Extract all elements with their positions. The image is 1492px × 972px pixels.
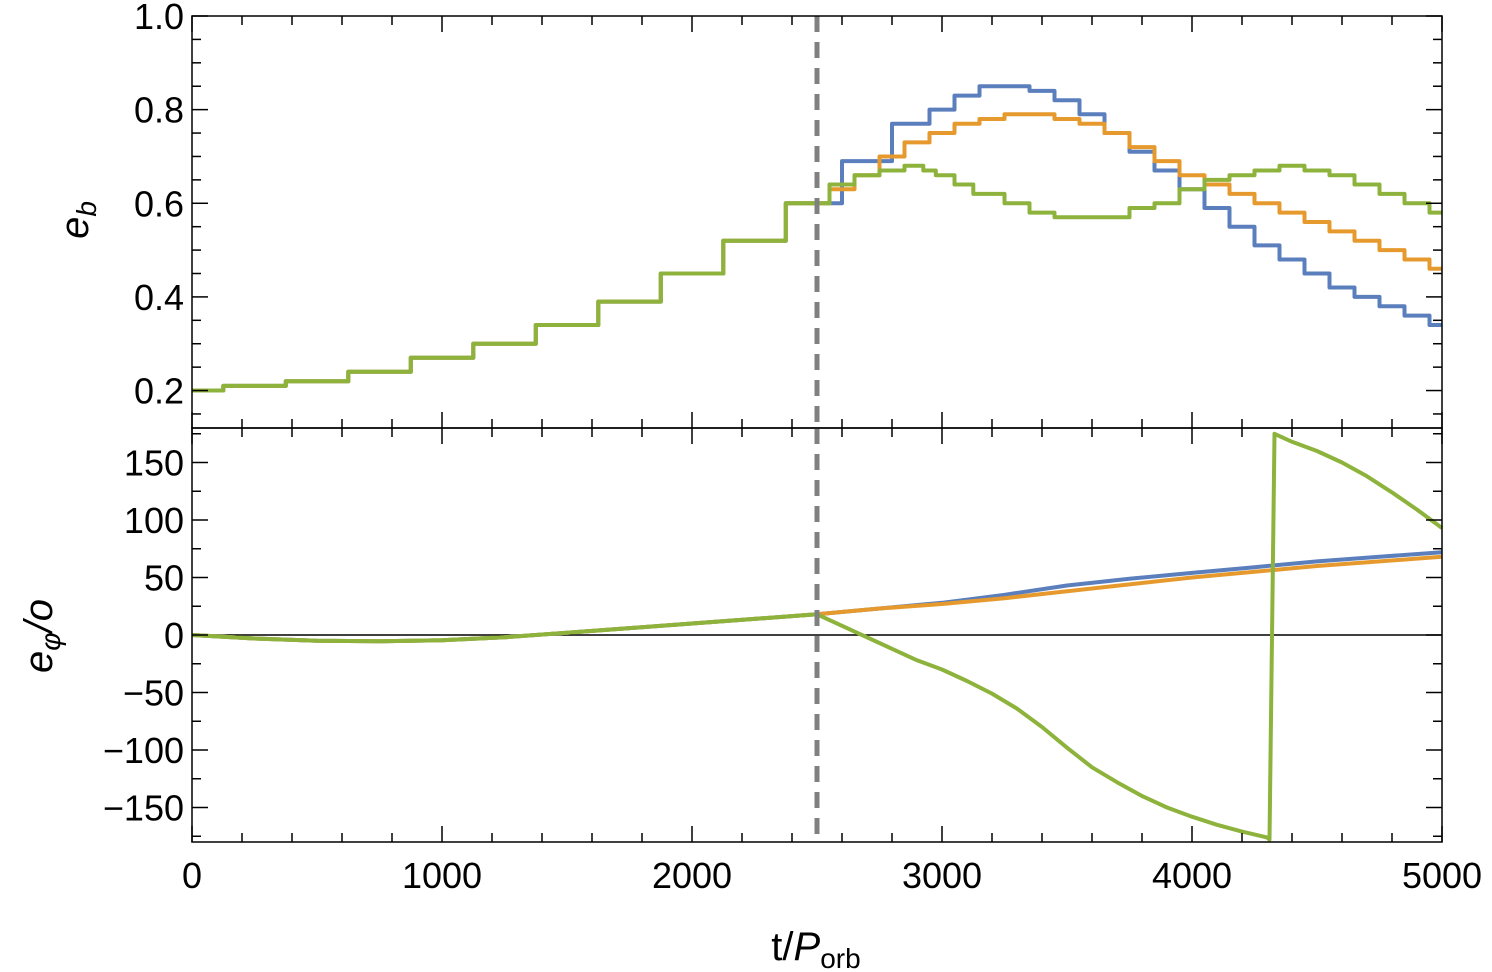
top-y-axis-label: eb xyxy=(53,201,102,239)
top-y-tick-label: 0.2 xyxy=(134,371,184,412)
x-label-main: t/ xyxy=(771,925,794,969)
top-y-label-subscript: b xyxy=(71,201,102,217)
bottom-y-tick-label: 150 xyxy=(124,443,184,484)
x-tick-label: 1000 xyxy=(402,855,482,896)
top-series-group xyxy=(192,84,1442,393)
bottom-y-label-suffix: /o xyxy=(17,599,61,635)
bottom-y-tick-label: 0 xyxy=(164,615,184,656)
bottom-y-tick-label: 50 xyxy=(144,558,184,599)
top-y-tick-labels: 0.2 0.4 0.6 0.8 1.0 xyxy=(134,0,184,412)
bottom-y-tick-label: −100 xyxy=(103,730,184,771)
x-tick-label: 5000 xyxy=(1402,855,1482,896)
bottom-y-tick-label: 100 xyxy=(124,500,184,541)
top-y-tick-label: 0.6 xyxy=(134,183,184,224)
x-label-subscript: orb xyxy=(820,943,860,972)
top-y-tick-label: 1.0 xyxy=(134,0,184,37)
bottom-y-tick-label: −50 xyxy=(123,673,184,714)
bottom-y-tick-label: −150 xyxy=(103,788,184,829)
top-series-line-3 xyxy=(192,163,1442,393)
bottom-y-label-main: e xyxy=(17,651,61,673)
x-label-italic: P xyxy=(794,925,821,969)
top-y-tick-label: 0.8 xyxy=(134,90,184,131)
x-tick-label: 4000 xyxy=(1152,855,1232,896)
top-panel: 0.2 0.4 0.6 0.8 1.0 eb xyxy=(53,0,1443,429)
x-tick-label: 0 xyxy=(182,855,202,896)
x-axis-label: t/Porb xyxy=(771,925,860,972)
bottom-series-line-3 xyxy=(191,431,1444,842)
x-tick-label: 2000 xyxy=(652,855,732,896)
top-y-tick-label: 0.4 xyxy=(134,277,184,318)
bottom-plot-frame xyxy=(191,427,1443,843)
bottom-panel: −150 −100 −50 0 50 100 150 0 1000 2000 3000 4000 50… xyxy=(17,427,1482,972)
x-tick-label: 3000 xyxy=(902,855,982,896)
x-tick-labels: 0 1000 2000 3000 4000 5000 xyxy=(182,855,1482,896)
bottom-y-tick-labels: −150 −100 −50 0 50 100 150 xyxy=(103,443,184,829)
top-y-label-main: e xyxy=(53,217,97,239)
bottom-y-label-subscript: φ xyxy=(35,632,66,650)
bottom-y-axis-label: eφ/o xyxy=(17,599,66,673)
